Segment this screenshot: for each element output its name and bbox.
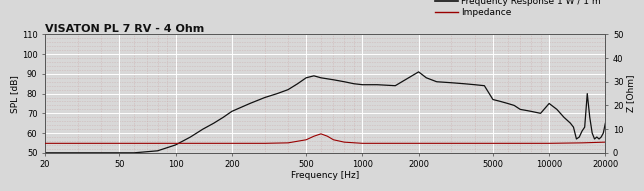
Y-axis label: SPL [dB]: SPL [dB] — [10, 75, 19, 112]
Y-axis label: Z [Ohm]: Z [Ohm] — [627, 75, 636, 112]
Legend: Frequency Response 1 W / 1 m, Impedance: Frequency Response 1 W / 1 m, Impedance — [435, 0, 601, 17]
Text: VISATON PL 7 RV - 4 Ohm: VISATON PL 7 RV - 4 Ohm — [45, 24, 204, 34]
X-axis label: Frequency [Hz]: Frequency [Hz] — [291, 171, 359, 180]
